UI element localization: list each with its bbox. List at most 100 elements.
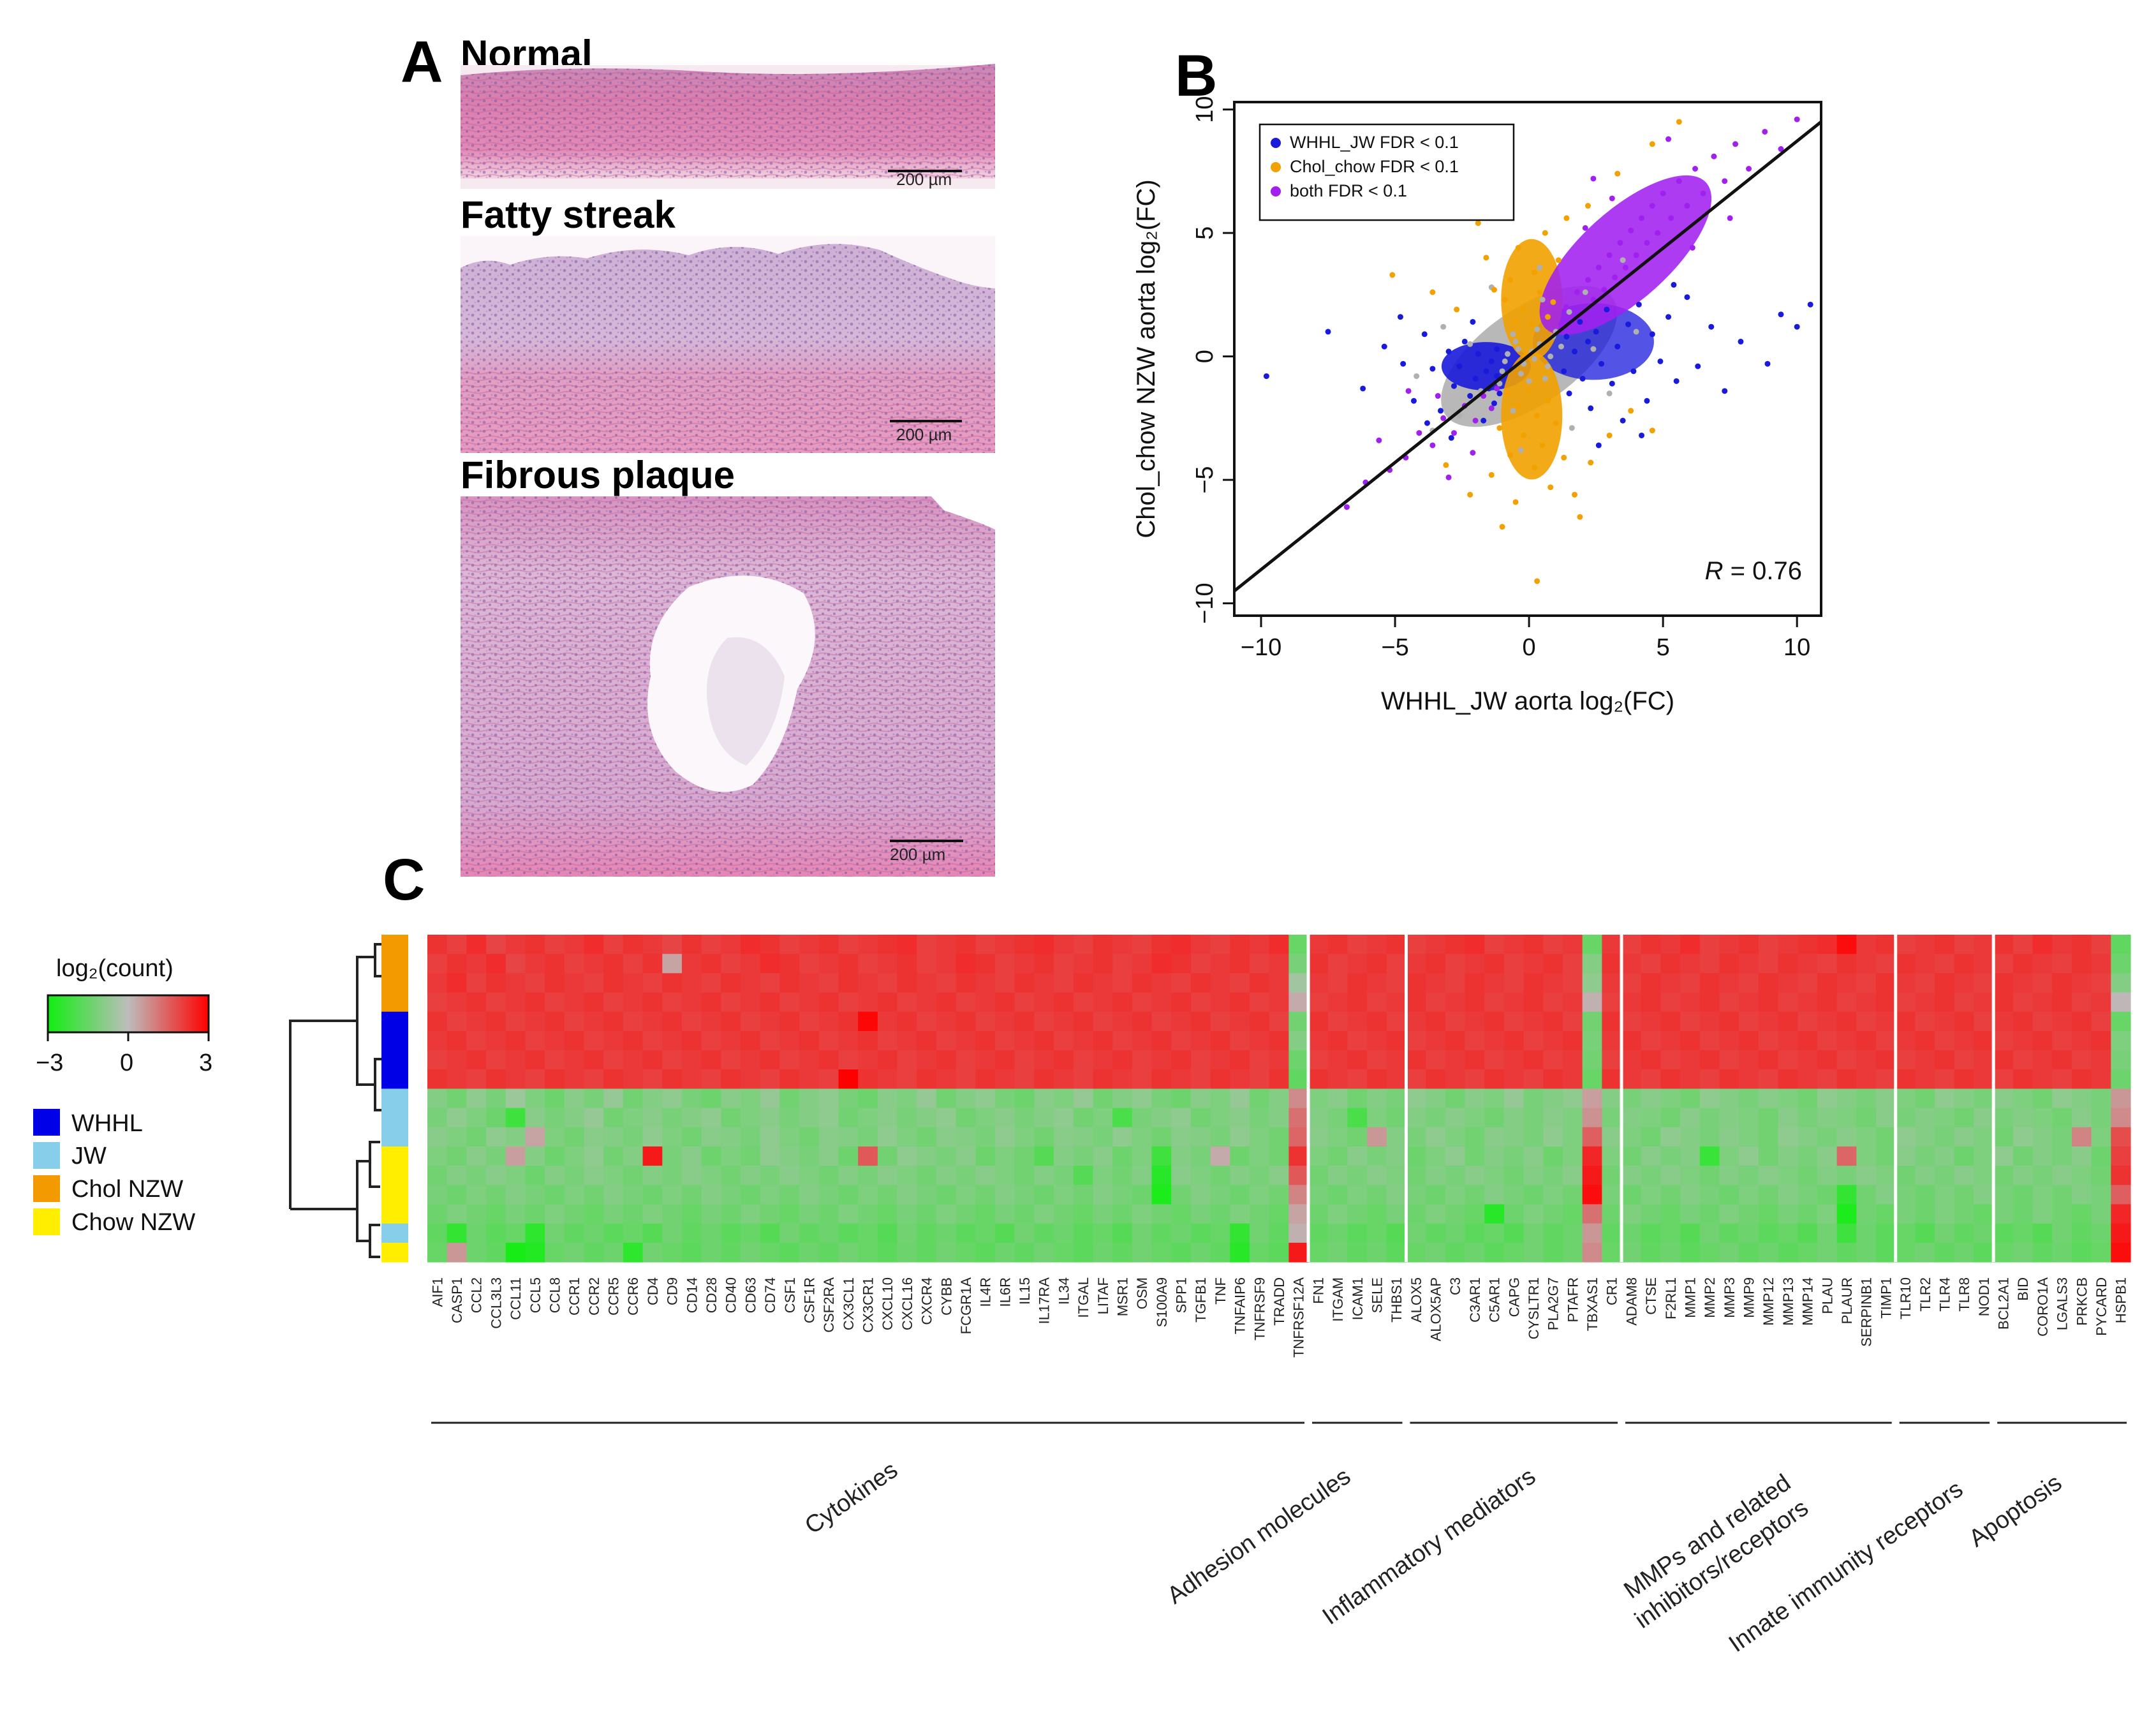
heatmap-cell	[760, 1011, 781, 1032]
heatmap-cell	[1974, 1223, 1994, 1243]
gene-label: LITAF	[1095, 1277, 1111, 1314]
x-axis-title: WHHL_JW aorta log₂(FC)	[1381, 687, 1674, 715]
heatmap-cell	[2032, 1223, 2053, 1243]
heatmap-cell	[2071, 1166, 2092, 1185]
heatmap-cell	[1308, 1050, 1329, 1070]
heatmap-cell	[995, 1223, 1015, 1243]
heatmap-cell	[917, 1088, 937, 1109]
scatter-point	[1732, 141, 1739, 147]
heatmap-cell	[1406, 1242, 1426, 1263]
heatmap-cell	[1249, 1242, 1270, 1263]
heatmap-cell	[1034, 1185, 1054, 1205]
heatmap-cell	[1112, 1011, 1133, 1032]
heatmap-cell	[642, 1088, 663, 1109]
heatmap-cell	[956, 935, 976, 954]
heatmap-cell	[721, 992, 741, 1013]
heatmap-cell	[917, 1166, 937, 1185]
scatter-point	[1609, 380, 1615, 387]
scatter-point	[1692, 165, 1699, 172]
heatmap-cell	[545, 935, 565, 954]
category-labels: Cytokines Adhesion moleculesInflammatory …	[431, 1421, 2127, 1658]
heatmap-cell	[1190, 1127, 1211, 1147]
heatmap-cell	[1954, 1088, 1975, 1109]
heatmap-cell	[1288, 1127, 1309, 1147]
heatmap-cell	[447, 1088, 467, 1109]
heatmap-cell	[1895, 1088, 1916, 1109]
heatmap-cell	[1230, 1127, 1250, 1147]
heatmap-cell	[1935, 1011, 1955, 1032]
heatmap-cell	[1974, 1166, 1994, 1185]
heatmap-cell	[1014, 973, 1035, 993]
heatmap-cell	[1308, 973, 1329, 993]
heatmap-cell	[1778, 1242, 1798, 1263]
histology-fatty-streak: Fatty streak 200 µm	[461, 193, 995, 453]
heatmap-cell	[1308, 1185, 1329, 1205]
heatmap-cell	[2012, 1185, 2034, 1205]
heatmap-cell	[1876, 1030, 1896, 1051]
gene-label: CSF1	[782, 1277, 798, 1313]
heatmap-cell	[1014, 1242, 1035, 1263]
heatmap-cell	[897, 1223, 917, 1243]
heatmap-cell	[525, 992, 545, 1013]
heatmap-cell	[1288, 1204, 1309, 1224]
heatmap-cell	[799, 954, 820, 974]
scatter-point	[1590, 346, 1597, 352]
heatmap-cell	[2091, 1185, 2111, 1205]
scatter-point	[1499, 368, 1505, 375]
heatmap-cell	[1308, 935, 1329, 954]
heatmap-cell	[1151, 954, 1172, 974]
heatmap-cell	[1778, 1204, 1798, 1224]
heatmap-cell	[1563, 935, 1583, 954]
heatmap-cell	[1347, 1088, 1368, 1109]
row-annotation-cell	[381, 1108, 408, 1128]
heatmap-cell	[603, 1242, 624, 1263]
heatmap-cell	[779, 935, 800, 954]
heatmap-cell	[623, 973, 644, 993]
heatmap-cell	[858, 1088, 878, 1109]
heatmap-cell	[1758, 1108, 1779, 1128]
heatmap-cell	[681, 1166, 702, 1185]
heatmap-cell	[1465, 1242, 1485, 1263]
scatter-point	[1515, 403, 1521, 409]
heatmap-cell	[877, 1030, 898, 1051]
heatmap-cell	[701, 1204, 721, 1224]
heatmap-cell	[1719, 1030, 1739, 1051]
heatmap-cell	[1739, 1204, 1759, 1224]
heatmap-cell	[1073, 992, 1094, 1013]
heatmap-cell	[1915, 1166, 1935, 1185]
heatmap-cell	[1465, 1011, 1485, 1032]
heatmap-cell	[1406, 1030, 1426, 1051]
heatmap-cell	[1523, 1069, 1544, 1090]
legend-label-chow-nzw: Chow NZW	[71, 1209, 195, 1236]
heatmap-cell	[642, 1223, 663, 1243]
heatmap-cell	[741, 1030, 761, 1051]
heatmap-cell	[1347, 1108, 1368, 1128]
scatter-point	[1502, 358, 1508, 364]
heatmap-cell	[1367, 1108, 1387, 1128]
scatter-point	[1510, 408, 1516, 414]
heatmap-cell	[1151, 935, 1172, 954]
heatmap-cell	[1347, 1146, 1368, 1166]
heatmap-cell	[1445, 935, 1466, 954]
heatmap-cell	[466, 1242, 487, 1263]
heatmap-cell	[1778, 1108, 1798, 1128]
heatmap-cell	[858, 1030, 878, 1051]
heatmap-cell	[681, 1011, 702, 1032]
heatmap-cell	[662, 1166, 683, 1185]
heatmap-cell	[877, 1108, 898, 1128]
heatmap-cell	[1034, 1088, 1054, 1109]
heatmap-cell	[701, 1011, 721, 1032]
heatmap-cell	[1563, 1108, 1583, 1128]
scatter-point	[1480, 417, 1487, 424]
legend-swatch-chow-nzw	[33, 1208, 60, 1235]
heatmap-cell	[1367, 1050, 1387, 1070]
heatmap-cell	[1171, 992, 1192, 1013]
heatmap-cell	[1230, 1069, 1250, 1090]
gene-label: CCL8	[547, 1277, 563, 1313]
heatmap-cell	[1484, 1050, 1505, 1070]
heatmap-cell	[2111, 1088, 2131, 1109]
gene-label: CCL2	[469, 1277, 485, 1313]
heatmap-cell	[2012, 1088, 2034, 1109]
heatmap-cell	[1465, 1069, 1485, 1090]
